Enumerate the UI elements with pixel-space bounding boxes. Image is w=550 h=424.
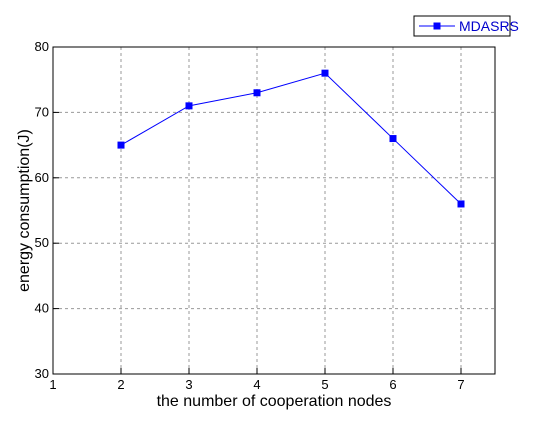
x-tick-label: 4 (253, 377, 260, 392)
data-point-marker (389, 135, 397, 143)
legend-label-mdasrs: MDASRS (459, 18, 519, 34)
y-tick-label: 40 (35, 301, 49, 316)
grid-lines (53, 47, 495, 374)
y-axis-label: energy consumption(J) (16, 129, 33, 292)
data-point-marker (321, 69, 329, 77)
axis-ticks: 1 2 3 4 5 6 7 30 40 50 60 70 80 (35, 39, 465, 392)
data-point-marker (185, 102, 193, 110)
y-tick-label: 60 (35, 170, 49, 185)
y-tick-label: 70 (35, 104, 49, 119)
data-point-marker (117, 141, 125, 149)
plot-area-frame (52, 46, 496, 375)
series-line-mdasrs (120, 72, 462, 205)
legend-marker-square (433, 22, 441, 30)
data-point-marker (457, 200, 465, 208)
y-tick-label: 30 (35, 366, 49, 381)
x-tick-label: 1 (49, 377, 56, 392)
legend-box (413, 15, 511, 37)
x-tick-label: 3 (185, 377, 192, 392)
legend: MDASRS (413, 15, 519, 37)
x-tick-label: 2 (117, 377, 124, 392)
x-tick-label: 6 (389, 377, 396, 392)
data-point-marker (253, 89, 261, 97)
y-tick-label: 50 (35, 235, 49, 250)
data-series (117, 69, 465, 208)
x-tick-label: 7 (457, 377, 464, 392)
y-tick-label: 80 (35, 39, 49, 54)
x-axis-label: the number of cooperation nodes (157, 393, 392, 410)
x-tick-label: 5 (321, 377, 328, 392)
